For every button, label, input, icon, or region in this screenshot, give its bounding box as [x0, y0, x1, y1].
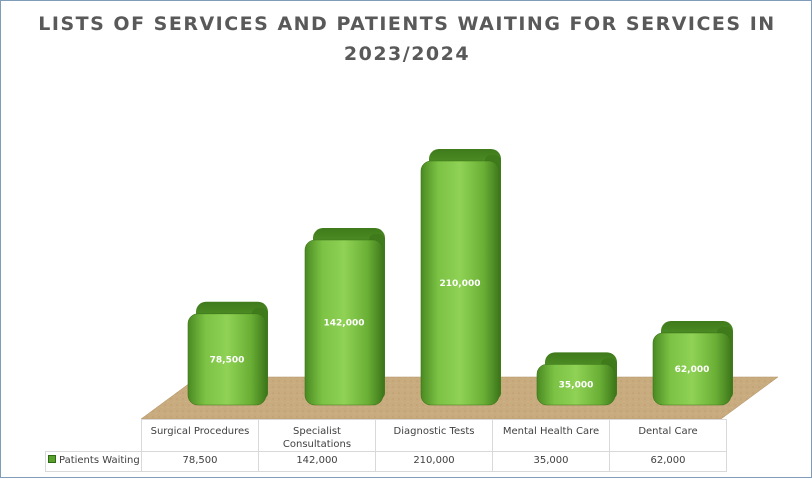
bar-1: 142,000 [304, 228, 385, 406]
data-table: Surgical Procedures Specialist Consultati… [45, 419, 727, 472]
table-value-2: 210,000 [375, 451, 493, 472]
data-label: 142,000 [324, 319, 365, 329]
bar-2: 210,000 [420, 149, 501, 406]
table-category-1: Specialist Consultations [258, 419, 376, 452]
table-value-0: 78,500 [141, 451, 259, 472]
legend-entry: Patients Waiting [45, 451, 142, 472]
table-value-1: 142,000 [258, 451, 376, 472]
chart-title: LISTS OF SERVICES AND PATIENTS WAITING F… [38, 13, 776, 65]
bar-3: 35,000 [536, 352, 617, 406]
bar-4: 62,000 [652, 320, 733, 406]
table-value-4: 62,000 [609, 451, 727, 472]
table-category-3: Mental Health Care [492, 419, 610, 452]
bar-front-face [420, 160, 500, 406]
data-label: 78,500 [210, 355, 245, 365]
data-label: 62,000 [675, 365, 710, 375]
table-category-0: Surgical Procedures [141, 419, 259, 452]
legend-key [48, 455, 56, 463]
table-value-3: 35,000 [492, 451, 610, 472]
table-corner [45, 419, 142, 452]
bar-front-face [536, 364, 616, 406]
series-name: Patients Waiting [59, 455, 140, 466]
bar-front-face [652, 332, 732, 406]
data-label: 210,000 [440, 279, 481, 289]
bar-front-face [187, 313, 267, 406]
table-category-2: Diagnostic Tests [375, 419, 493, 452]
bar-0: 78,500 [187, 301, 268, 406]
data-label: 35,000 [559, 381, 594, 391]
bar-front-face [304, 239, 384, 406]
table-category-4: Dental Care [609, 419, 727, 452]
